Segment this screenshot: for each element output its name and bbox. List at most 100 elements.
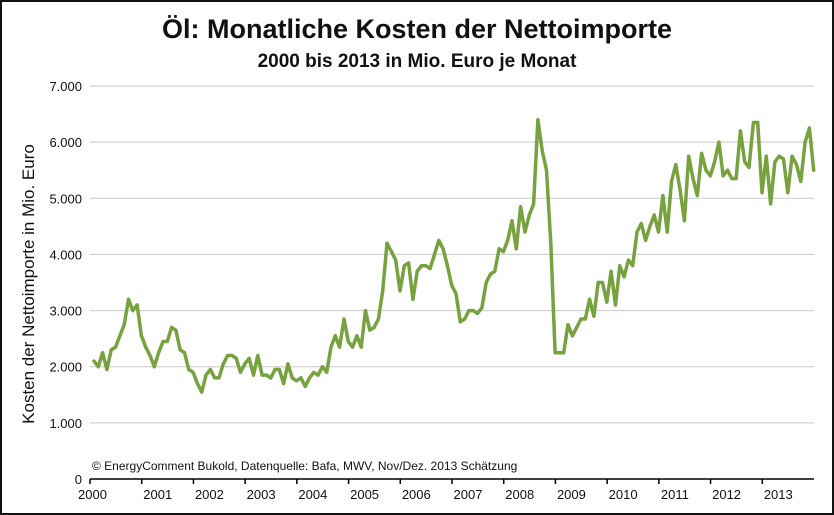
- data-point: [553, 351, 557, 355]
- data-point: [454, 292, 458, 296]
- data-point: [700, 151, 704, 155]
- data-point: [273, 367, 277, 372]
- data-point: [346, 339, 350, 344]
- data-point: [247, 356, 251, 360]
- data-point: [385, 241, 389, 245]
- data-point: [652, 213, 656, 217]
- data-point: [721, 174, 725, 178]
- data-point: [269, 376, 273, 380]
- data-point: [363, 309, 368, 313]
- data-point: [484, 280, 488, 285]
- data-point: [251, 373, 256, 377]
- data-point: [544, 168, 549, 172]
- data-point: [635, 230, 639, 234]
- data-point: [148, 353, 152, 358]
- y-tick-label: 0: [75, 472, 82, 487]
- x-tick-label: 2012: [712, 487, 741, 502]
- data-point: [764, 154, 768, 158]
- data-point: [260, 373, 264, 377]
- data-point: [570, 334, 575, 338]
- source-annotation: © EnergyComment Bukold, Datenquelle: Baf…: [92, 459, 517, 473]
- data-point: [96, 365, 100, 369]
- data-point: [644, 238, 648, 242]
- data-point: [648, 224, 652, 228]
- data-point: [497, 247, 501, 251]
- x-tick-label: 2009: [557, 487, 586, 502]
- data-point: [807, 126, 812, 130]
- data-point: [536, 118, 540, 122]
- data-point: [738, 129, 743, 133]
- x-tick-label: 2013: [764, 487, 793, 502]
- y-axis-label: Kosten der Nettoimporte in Mio. Euro: [19, 144, 38, 424]
- data-point: [316, 373, 320, 377]
- data-point: [790, 154, 794, 158]
- data-point: [441, 247, 445, 251]
- data-point: [113, 345, 118, 349]
- x-tick-label: 2010: [609, 487, 638, 502]
- data-point: [376, 317, 380, 321]
- data-point: [583, 317, 587, 321]
- data-point: [674, 163, 678, 167]
- data-point: [182, 351, 187, 355]
- data-point: [682, 219, 687, 223]
- data-point: [325, 370, 329, 374]
- data-point: [510, 219, 514, 223]
- x-tick-label: 2005: [350, 487, 379, 502]
- data-point: [812, 168, 816, 172]
- data-point: [458, 320, 462, 324]
- data-point: [532, 202, 536, 206]
- data-point: [803, 140, 807, 144]
- data-point: [562, 351, 566, 355]
- data-point: [333, 334, 337, 338]
- data-point: [450, 283, 454, 287]
- x-tick-label: 2000: [78, 487, 107, 502]
- data-point: [355, 334, 359, 338]
- data-point: [519, 205, 523, 209]
- data-point: [217, 376, 221, 380]
- data-point: [234, 356, 238, 360]
- data-point: [730, 177, 734, 181]
- data-point: [622, 275, 626, 279]
- data-point: [600, 280, 605, 285]
- data-point: [191, 370, 195, 374]
- data-point: [165, 339, 169, 344]
- data-point: [200, 390, 204, 394]
- data-point: [527, 213, 531, 217]
- x-tick-label: 2008: [505, 487, 534, 502]
- data-point: [743, 160, 747, 164]
- y-tick-label: 1.000: [49, 416, 82, 431]
- x-tick-label: 2007: [454, 487, 483, 502]
- y-tick-labels: 0 1.000 2.000 3.000 4.000 5.000 6.000 7.000: [49, 79, 82, 487]
- chart-title: Öl: Monatliche Kosten der Nettoimporte: [162, 14, 672, 44]
- data-point: [799, 179, 803, 183]
- x-tick-label: 2002: [195, 487, 224, 502]
- x-tick-label: 2003: [247, 487, 276, 502]
- data-point: [786, 191, 790, 195]
- data-point: [277, 367, 281, 372]
- data-point: [471, 309, 475, 313]
- data-point: [282, 382, 286, 386]
- data-point: [432, 252, 437, 256]
- data-point: [781, 157, 786, 161]
- data-point: [230, 353, 234, 358]
- data-point: [717, 140, 721, 144]
- x-tick-label: 2004: [298, 487, 327, 502]
- data-point: [769, 202, 773, 206]
- data-point: [238, 370, 243, 374]
- y-tick-label: 4.000: [49, 247, 82, 262]
- data-point: [523, 230, 527, 234]
- data-point: [329, 345, 333, 349]
- y-tick-label: 3.000: [49, 304, 82, 319]
- data-point: [501, 250, 505, 254]
- data-point: [195, 382, 199, 386]
- data-point: [204, 373, 208, 377]
- data-point: [381, 289, 385, 293]
- data-point: [747, 165, 751, 169]
- data-point: [286, 362, 290, 366]
- x-tick-labels: 2000 2001 2002 2003 2004 2005 2006 2007 2008 2009…: [78, 479, 793, 502]
- data-point: [437, 238, 441, 242]
- y-tick-label: 2.000: [49, 360, 82, 375]
- data-point: [639, 221, 643, 226]
- data-point: [687, 154, 691, 158]
